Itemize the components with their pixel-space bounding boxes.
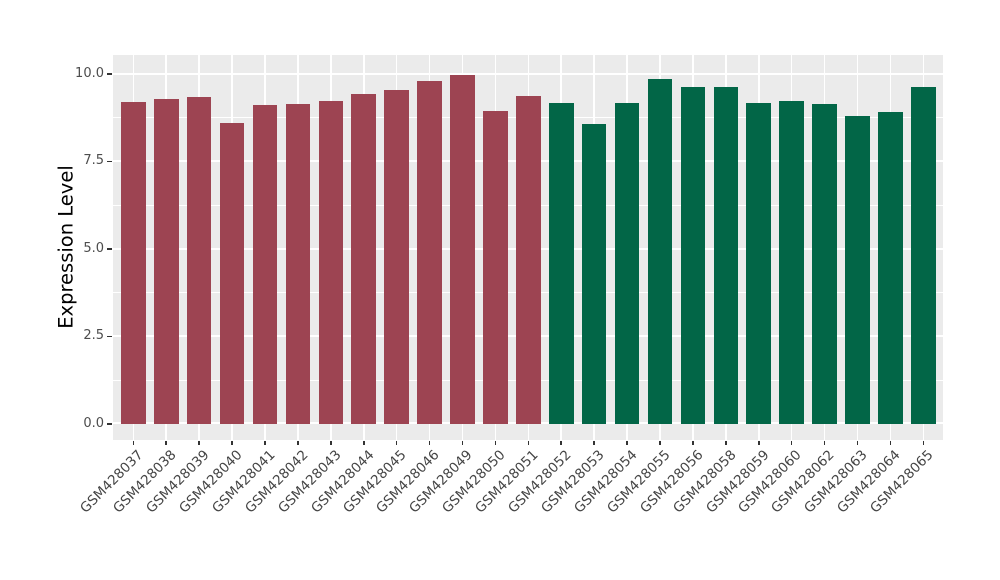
bar-GSM428044 — [351, 94, 377, 424]
bar-GSM428055 — [647, 79, 673, 424]
y-tick-mark — [107, 73, 112, 75]
bar-GSM428063 — [845, 116, 870, 424]
x-tick-mark — [395, 440, 398, 445]
x-tick-mark — [889, 440, 892, 445]
x-tick-mark — [494, 440, 497, 445]
y-tick-label: 2.5 — [83, 328, 104, 344]
x-tick-mark — [362, 440, 365, 445]
bar-GSM428052 — [548, 102, 574, 424]
y-tick-label: 5.0 — [83, 240, 104, 256]
x-tick-mark — [297, 440, 299, 445]
x-tick-mark — [922, 440, 925, 445]
x-tick-mark — [626, 440, 628, 445]
bar-GSM428038 — [153, 99, 179, 424]
x-tick-mark — [725, 440, 727, 445]
bar-GSM428054 — [614, 102, 640, 424]
x-tick-mark — [198, 440, 200, 445]
bar-GSM428053 — [581, 124, 607, 424]
bar-GSM428040 — [219, 122, 245, 424]
bar-GSM428037 — [121, 102, 146, 424]
plot-panel — [113, 55, 943, 440]
x-tick-mark — [428, 440, 431, 445]
x-tick-mark — [461, 440, 464, 445]
x-tick-mark — [264, 440, 266, 445]
y-tick-mark — [107, 335, 112, 338]
bar-GSM428065 — [911, 87, 936, 424]
x-tick-mark — [593, 440, 595, 445]
bar-GSM428058 — [713, 86, 739, 424]
x-tick-mark — [757, 440, 760, 445]
bar-GSM428043 — [318, 101, 344, 424]
bar-GSM428046 — [417, 80, 442, 424]
bar-GSM428041 — [252, 104, 278, 424]
bar-GSM428049 — [450, 75, 475, 424]
bar-GSM428045 — [384, 89, 409, 424]
x-tick-mark — [165, 440, 167, 445]
y-tick-label: 0.0 — [83, 415, 104, 431]
bar-GSM428064 — [878, 111, 903, 424]
x-tick-mark — [692, 440, 694, 445]
x-tick-mark — [330, 440, 332, 445]
x-tick-mark — [132, 440, 135, 445]
x-tick-mark — [856, 440, 859, 445]
bar-GSM428050 — [483, 111, 508, 424]
x-tick-mark — [231, 440, 233, 445]
bar-GSM428060 — [779, 100, 804, 424]
x-tick-mark — [823, 440, 826, 445]
bar-GSM428051 — [516, 95, 541, 424]
bar-GSM428042 — [285, 103, 311, 424]
bar-GSM428059 — [746, 103, 772, 424]
y-tick-mark — [107, 160, 112, 163]
bar-GSM428039 — [186, 97, 212, 424]
x-tick-mark — [790, 440, 793, 445]
x-tick-mark — [560, 440, 563, 445]
y-tick-mark — [107, 248, 112, 250]
y-tick-mark — [107, 423, 112, 425]
bar-GSM428062 — [812, 103, 837, 424]
x-tick-mark — [527, 440, 530, 445]
x-tick-mark — [659, 440, 661, 445]
y-tick-label: 10.0 — [75, 65, 104, 81]
y-tick-label: 7.5 — [83, 153, 104, 169]
bar-GSM428056 — [680, 86, 706, 424]
